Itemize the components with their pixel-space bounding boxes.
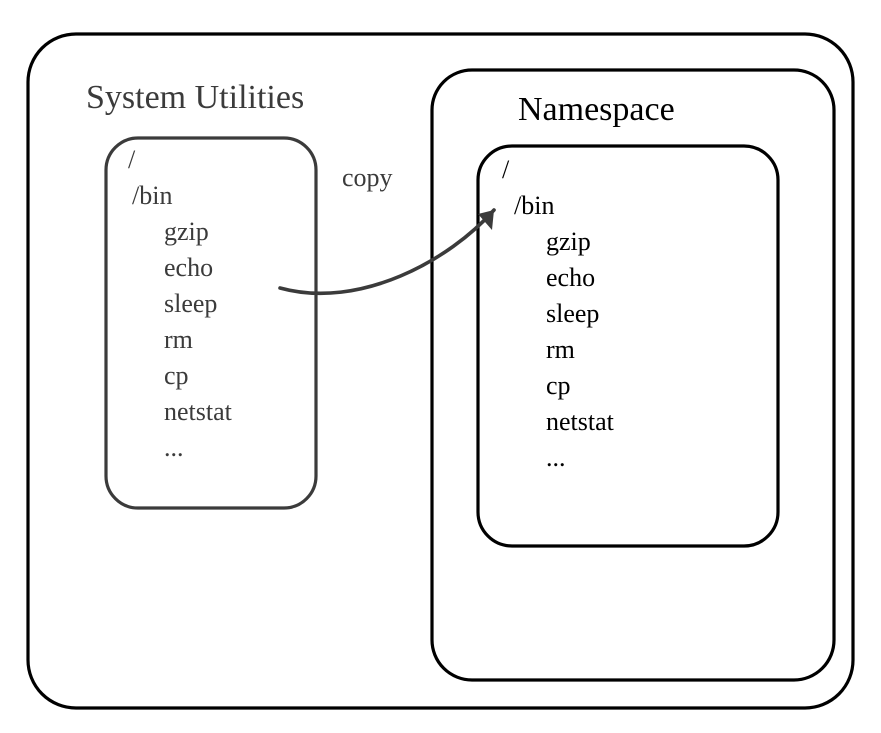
fs-item-3: rm xyxy=(164,325,193,354)
fs-root: / xyxy=(128,145,136,174)
fs-item-6: ... xyxy=(546,443,566,472)
fs-item-0: gzip xyxy=(546,227,591,256)
copy-arrow-label: copy xyxy=(342,163,393,192)
fs-item-4: cp xyxy=(546,371,571,400)
fs-item-4: cp xyxy=(164,361,189,390)
namespace-title: Namespace xyxy=(518,91,675,128)
fs-bin: /bin xyxy=(132,181,172,210)
fs-item-0: gzip xyxy=(164,217,209,246)
fs-item-3: rm xyxy=(546,335,575,364)
system-utilities-title: System Utilities xyxy=(86,79,304,116)
fs-item-1: echo xyxy=(164,253,213,282)
fs-item-5: netstat xyxy=(164,397,233,426)
fs-item-6: ... xyxy=(164,433,184,462)
fs-root: / xyxy=(502,155,510,184)
fs-item-1: echo xyxy=(546,263,595,292)
fs-item-5: netstat xyxy=(546,407,615,436)
fs-bin: /bin xyxy=(514,191,554,220)
fs-item-2: sleep xyxy=(164,289,217,318)
fs-item-2: sleep xyxy=(546,299,599,328)
